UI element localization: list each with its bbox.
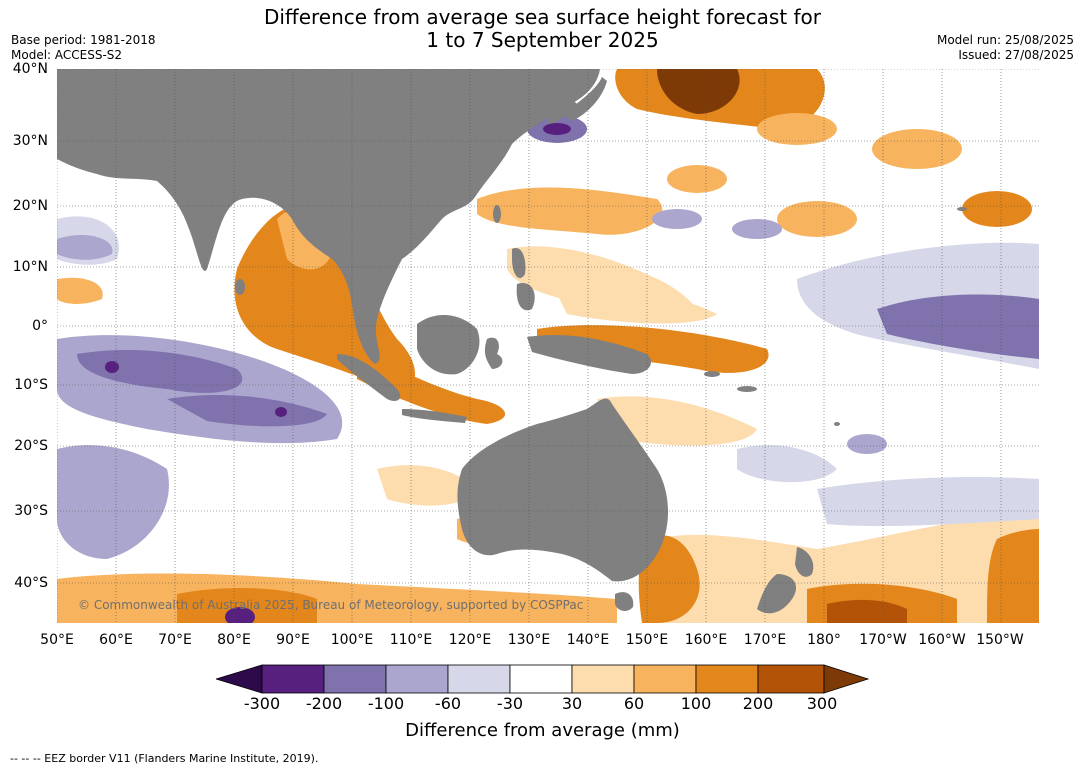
land-masses [57, 69, 967, 614]
model-name: Model: ACCESS-S2 [11, 48, 123, 62]
colorbar-swatch-7 [633, 664, 697, 694]
lat-label-30n: 30°N [12, 133, 48, 149]
colorbar-tick-8: 100 [680, 694, 712, 713]
lon-label-150e: 150°E [625, 632, 669, 648]
colorbar-tick-1: -300 [243, 694, 281, 713]
lon-label-50e: 50°E [40, 632, 74, 648]
base-period: Base period: 1981-2018 [11, 33, 156, 47]
colorbar-tick-2: -200 [305, 694, 343, 713]
colorbar-tick-5: -30 [496, 694, 524, 713]
lat-label-30s: 30°S [14, 503, 48, 519]
colorbar-swatch-above [823, 664, 870, 694]
colorbar-swatch-below [216, 664, 263, 694]
colorbar-swatch-4 [447, 664, 511, 694]
copyright-notice: © Commonwealth of Australia 2025, Bureau… [78, 598, 584, 612]
title-line-2: 1 to 7 September 2025 [426, 28, 659, 52]
colorbar-swatch-1 [261, 664, 325, 694]
colorbar-tick-10: 300 [806, 694, 838, 713]
lat-label-10s: 10°S [14, 377, 48, 393]
lon-label-160e: 160°E [684, 632, 728, 648]
anomaly-field [57, 69, 1039, 623]
model-run: Model run: 25/08/2025 [936, 33, 1074, 47]
lat-label-20s: 20°S [14, 438, 48, 454]
lat-label-40n: 40°N [12, 61, 48, 77]
lon-label-150w: 150°W [976, 632, 1024, 648]
lat-label-10n: 10°N [12, 259, 48, 275]
colorbar-tick-3: -100 [367, 694, 405, 713]
lon-label-70e: 70°E [158, 632, 192, 648]
lon-label-130e: 130°E [507, 632, 551, 648]
lat-label-40s: 40°S [14, 575, 48, 591]
lon-label-170e: 170°E [743, 632, 787, 648]
colorbar-tick-4: -60 [434, 694, 462, 713]
colorbar-tick-7: 60 [623, 694, 645, 713]
colorbar-swatch-9 [757, 664, 825, 694]
colorbar-swatch-2 [323, 664, 387, 694]
colorbar-swatch-3 [385, 664, 449, 694]
colorbar-label: Difference from average (mm) [405, 720, 680, 741]
lon-label-80e: 80°E [217, 632, 251, 648]
title-line-1: Difference from average sea surface heig… [263, 5, 822, 29]
colorbar-swatch-5 [509, 664, 573, 694]
lon-label-160w: 160°W [918, 632, 966, 648]
colorbar-tick-6: 30 [561, 694, 583, 713]
lon-label-120e: 120°E [448, 632, 492, 648]
colorbar [216, 664, 870, 694]
lat-label-20n: 20°N [12, 198, 48, 214]
lon-label-140e: 140°E [566, 632, 610, 648]
lon-label-180: 180° [807, 632, 841, 648]
footnote: -- -- -- EEZ border V11 (Flanders Marine… [10, 752, 319, 765]
colorbar-swatch-6 [571, 664, 635, 694]
sea-height-map [57, 69, 1039, 623]
lon-label-60e: 60°E [99, 632, 133, 648]
lon-label-170w: 170°W [859, 632, 907, 648]
issued-date: Issued: 27/08/2025 [958, 48, 1074, 62]
colorbar-tick-9: 200 [742, 694, 774, 713]
lon-label-110e: 110°E [389, 632, 433, 648]
colorbar-swatch-8 [695, 664, 759, 694]
lat-label-0: 0° [32, 318, 48, 334]
lon-label-100e: 100°E [330, 632, 374, 648]
lon-label-90e: 90°E [276, 632, 310, 648]
